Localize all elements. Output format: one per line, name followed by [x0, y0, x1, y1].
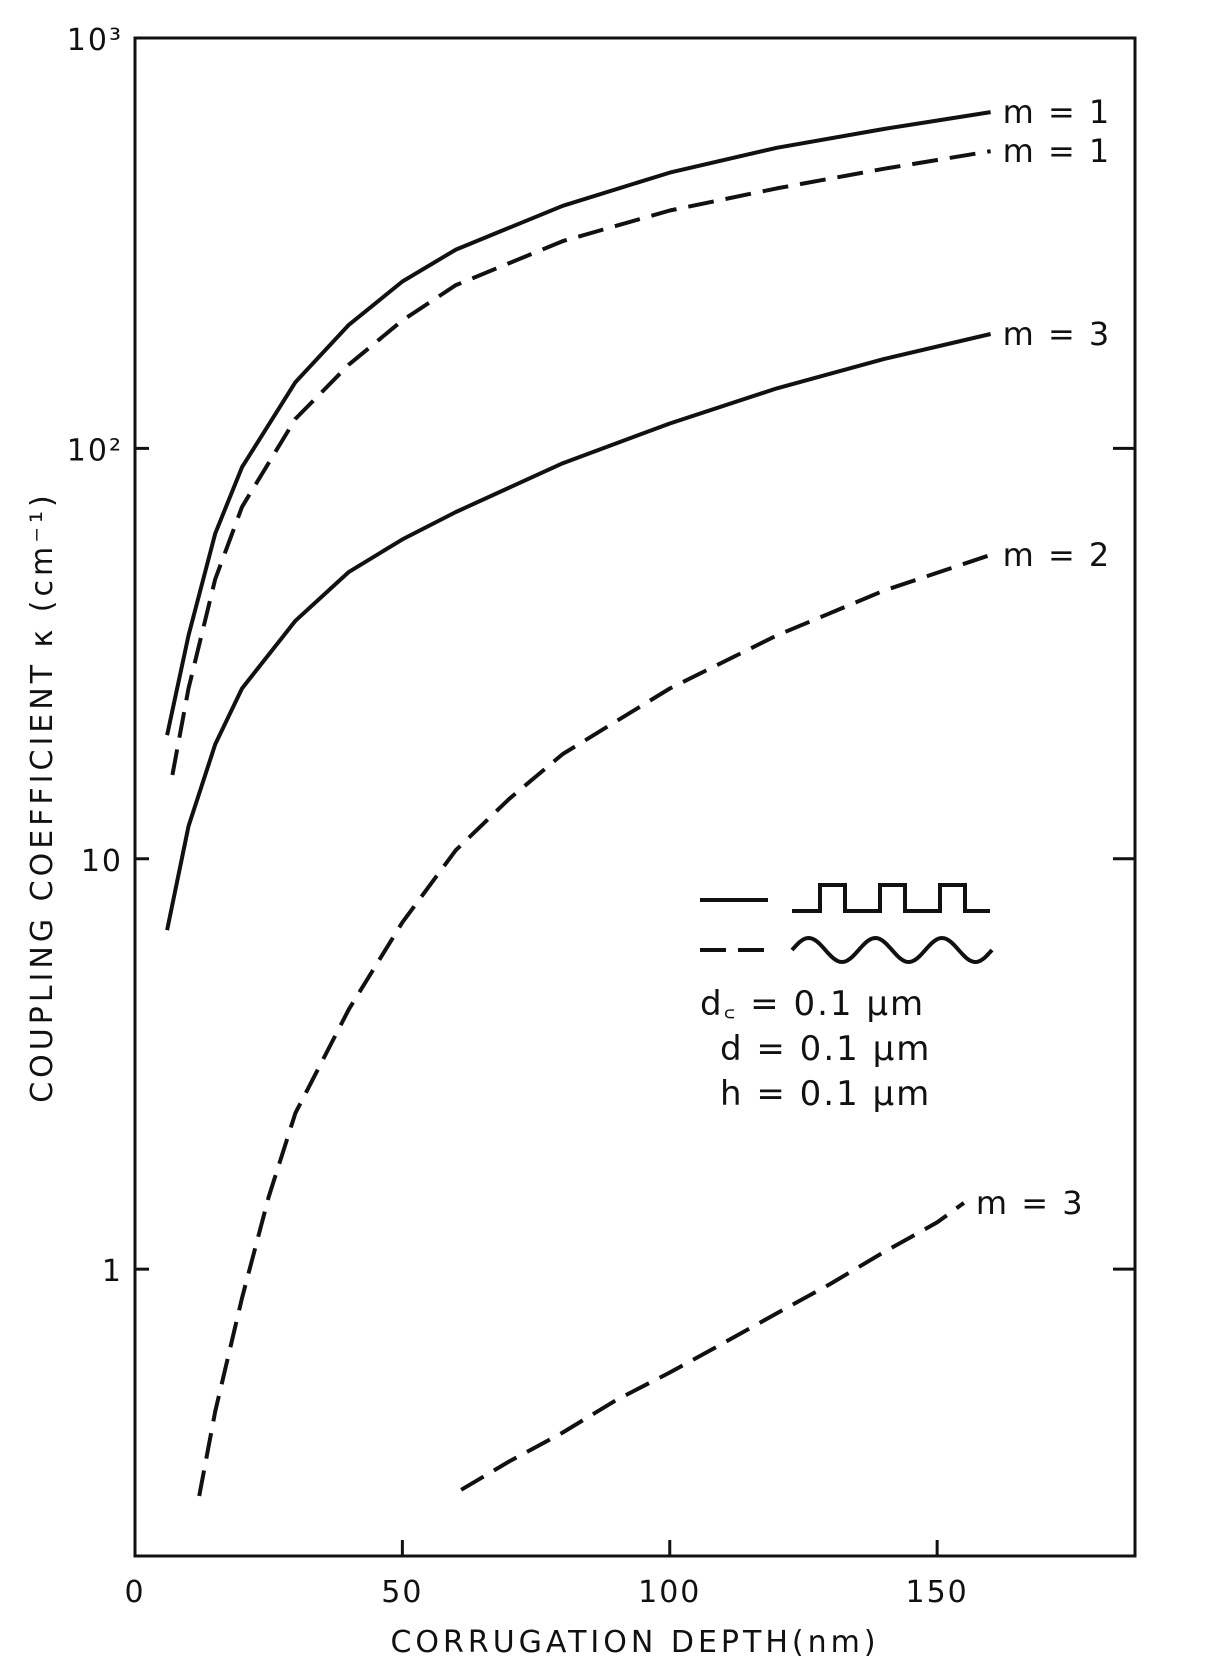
series-line-1 — [165, 110, 991, 736]
legend: d꜀ = 0.1 μm d = 0.1 μm h = 0.1 μm — [700, 883, 994, 1114]
series-layer — [165, 110, 992, 1497]
series-line-4 — [197, 553, 992, 1497]
y-tick-layer: 1 10 10² 10³ — [67, 23, 1135, 1289]
y-tick-label-3: 10³ — [67, 23, 123, 58]
curve-label-5: m = 3 — [976, 1184, 1085, 1222]
x-tick-layer: 0 50 100 150 — [124, 1540, 969, 1610]
legend-param-dc: d꜀ = 0.1 μm — [700, 984, 925, 1024]
curve-label-3: m = 3 — [1003, 315, 1112, 353]
series-line-3 — [165, 332, 992, 931]
series-line-5 — [460, 1201, 966, 1492]
curve-label-layer: m = 1m = 1 m = 3 m = 2 m = 3 — [976, 93, 1112, 1222]
curve-label-4: m = 2 — [1003, 536, 1112, 574]
x-tick-label-2: 100 — [638, 1575, 701, 1610]
x-tick-label-0: 0 — [124, 1575, 145, 1610]
legend-sine-wave-icon — [790, 935, 994, 965]
plot-area-frame — [133, 36, 1137, 1558]
curve-label-1: m = 1 — [1003, 93, 1112, 131]
y-axis-title: COUPLING COEFFICIENT κ (cm⁻¹) — [25, 491, 60, 1103]
y-tick-label-2: 10² — [67, 433, 123, 468]
x-axis-title: CORRUGATION DEPTH(nm) — [390, 1625, 879, 1660]
x-tick-label-1: 50 — [381, 1575, 423, 1610]
legend-param-d: d = 0.1 μm — [720, 1029, 931, 1069]
series-line-2 — [170, 149, 991, 776]
x-tick-label-3: 150 — [906, 1575, 969, 1610]
legend-square-wave-icon — [792, 883, 990, 913]
y-tick-label-1: 10 — [81, 844, 123, 879]
curve-label-2: m = 1 — [1003, 132, 1112, 170]
legend-param-h: h = 0.1 μm — [720, 1074, 931, 1114]
y-tick-label-0: 1 — [102, 1254, 123, 1289]
